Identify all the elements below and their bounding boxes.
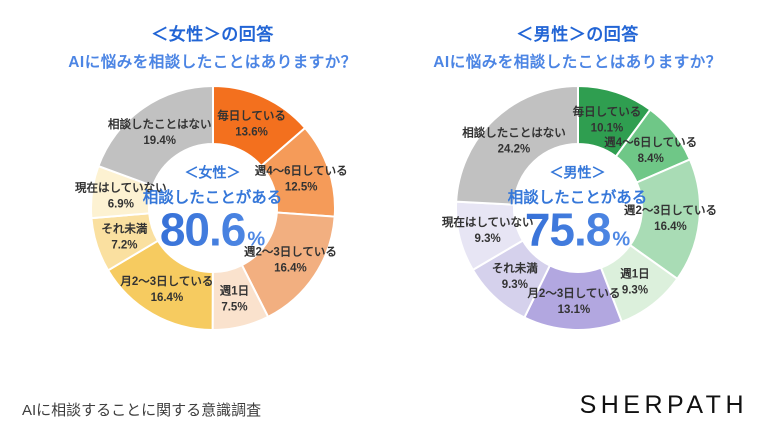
male-segment-label-7: 相談したことはない 24.2%: [462, 126, 566, 156]
male-segment-label-6: 現在はしていない 9.3%: [441, 215, 533, 245]
male-segment-label-4: 月2〜3日している 13.1%: [526, 287, 620, 316]
donut-chart-female: 毎日している 13.6% 週4〜6日している 12.5% 週2〜3日している 16.4% 週…: [43, 80, 383, 338]
female-segment-label-6: 現在はしていない 6.9%: [75, 181, 167, 211]
donut-chart-male: 毎日している 10.1% 週4〜6日している 8.4% 週2〜3日している 16.4% 週1…: [408, 80, 748, 338]
male-segment-label-5: それ未満 9.3%: [491, 261, 537, 291]
footer: AIに相談することに関する意識調査 SHERPATH: [22, 391, 748, 420]
female-segment-label-2: 週2〜3日している 16.4%: [243, 244, 336, 274]
female-segment-label-1: 週4〜6日している 12.5%: [254, 164, 347, 194]
donut-svg-female: 毎日している 13.6% 週4〜6日している 12.5% 週2〜3日している 16.4% 週…: [75, 84, 347, 332]
male-donut-hole: [513, 144, 642, 272]
male-segment-label-1: 週4〜6日している 8.4%: [604, 135, 697, 165]
chart-section-male: ＜男性＞の回答 AIに悩みを相談したことはありますか？ 毎日している 10.1% 週…: [385, 0, 770, 338]
chart-title-female: ＜女性＞の回答 AIに悩みを相談したことはありますか？: [40, 20, 385, 72]
charts-row: ＜女性＞の回答 AIに悩みを相談したことはありますか？ 毎日している 13.6% 週…: [40, 0, 770, 338]
female-segment-label-5: それ未満 7.2%: [101, 221, 147, 251]
chart-title-line2: AIに悩みを相談したことはありますか？: [433, 54, 722, 71]
donut-svg-male: 毎日している 10.1%週4〜6日している 8.4% 週2〜3日している 16.4% 週1…: [441, 84, 717, 331]
chart-title-line2: AIに悩みを相談したことはありますか？: [68, 54, 357, 71]
chart-title-line1: ＜男性＞の回答: [516, 25, 639, 44]
chart-title-male: ＜男性＞の回答 AIに悩みを相談したことはありますか？: [385, 20, 770, 72]
male-segment-label-3: 週1日 9.3%: [620, 267, 649, 297]
chart-section-female: ＜女性＞の回答 AIに悩みを相談したことはありますか？ 毎日している 13.6% 週…: [40, 0, 385, 338]
male-segment-label-0: 毎日している 10.1%: [572, 105, 641, 135]
female-segment-label-7: 相談したことはない 19.4%: [107, 117, 211, 147]
chart-title-line1: ＜女性＞の回答: [151, 25, 274, 44]
female-segment-label-4: 月2〜3日している 16.4%: [119, 275, 213, 304]
female-segment-label-3: 週1日 7.5%: [219, 283, 248, 313]
male-segment-label-2: 週2〜3日している 16.4%: [624, 203, 717, 233]
female-segment-label-0: 毎日している 13.6%: [217, 108, 286, 138]
survey-note: AIに相談することに関する意識調査: [22, 402, 262, 419]
sherpath-logo: SHERPATH: [579, 391, 748, 419]
female-donut-hole: [148, 144, 277, 272]
